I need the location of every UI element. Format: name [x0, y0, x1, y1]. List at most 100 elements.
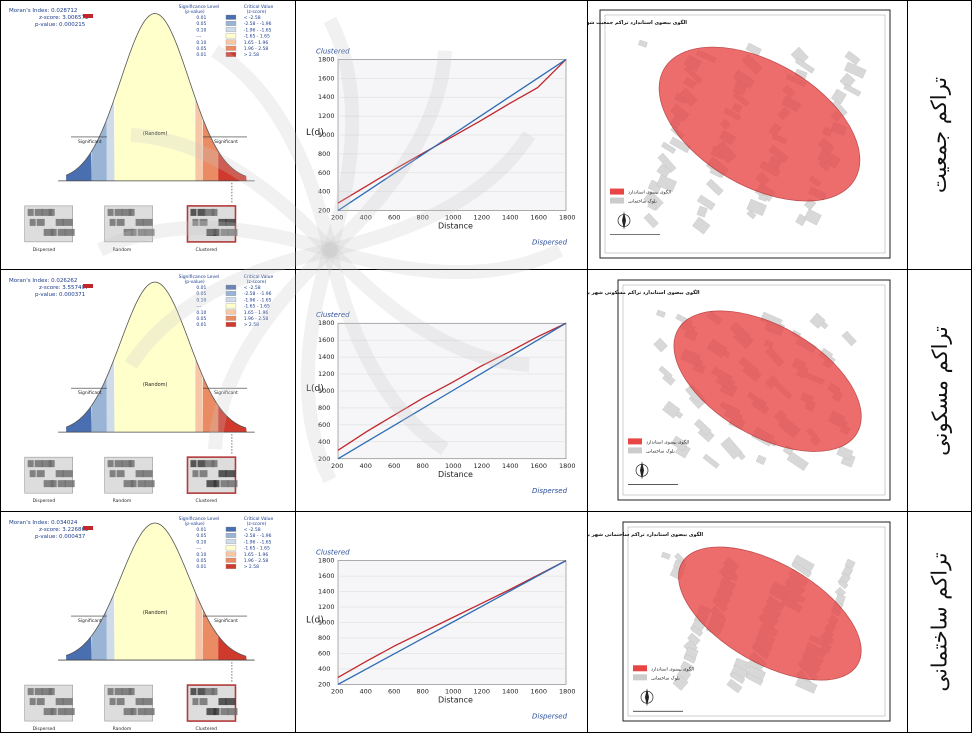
legend-swatch — [225, 284, 237, 290]
thumb-patch — [107, 688, 114, 696]
x-tick: 1200 — [474, 214, 491, 222]
y-tick: 400 — [318, 438, 330, 446]
moran-index: Moran's Index: 0.026262 — [9, 278, 77, 284]
legend-level: 0.01 — [196, 527, 206, 533]
legend-level: 0.01 — [196, 15, 206, 21]
thumb-patch — [190, 208, 197, 216]
curve-band — [202, 376, 219, 433]
map-title: الگوی بیضوی استاندارد تراکم مسکونی شهر ی… — [588, 289, 700, 296]
x-tick: 800 — [417, 214, 429, 222]
y-axis-label: L(d) — [306, 384, 324, 394]
curve-band — [114, 13, 196, 181]
bell-outline — [65, 13, 247, 177]
thumb-patch — [225, 698, 236, 706]
legend-range: 1.96 - 2.58 — [244, 316, 269, 322]
thumb-patch — [62, 218, 73, 226]
y-tick: 1400 — [318, 93, 335, 101]
thumb-patch — [121, 208, 132, 216]
legend-level: --- — [196, 547, 201, 552]
ellipse-map-cell: الگوی بیضوی استاندارد تراکم جمعیت شهر یا… — [588, 0, 908, 270]
thumb-patch — [220, 708, 229, 716]
thumb-patch — [197, 208, 206, 216]
row-label-cell: تراکم ساختمانی — [908, 512, 972, 733]
legend-range: -2.58 - -1.96 — [244, 291, 272, 297]
sig-header: Significance Level — [179, 274, 220, 280]
random-label: (Random) — [143, 131, 168, 137]
significant-right: Significant — [214, 390, 238, 396]
legend-blocks-label: بلوک ساختمانی — [628, 199, 657, 205]
north-arrow-needle — [640, 461, 644, 480]
legend-level: 0.05 — [196, 533, 206, 539]
building-block — [745, 42, 762, 56]
y-tick: 1200 — [318, 603, 335, 611]
thumb-patch — [130, 480, 137, 488]
x-tick: 1200 — [474, 687, 491, 695]
z-score: z-score: 3.006572 — [39, 15, 89, 21]
y-tick: 600 — [318, 649, 330, 657]
thumb-patch — [57, 480, 66, 488]
x-tick: 1600 — [531, 462, 548, 470]
p-value: p-value: 0.000215 — [35, 22, 86, 28]
thumb-patch — [34, 208, 43, 216]
legend-ellipse-label: الگوی بیضوی استاندارد — [628, 189, 671, 196]
thumb-patch — [204, 208, 215, 216]
building-block — [696, 205, 708, 218]
row-label: تراکم مسکونی — [908, 270, 971, 511]
p-header: (p-value) — [185, 9, 205, 15]
legend-level: --- — [196, 305, 201, 310]
legend-swatch — [225, 291, 237, 296]
ripley-chart: 200 400 600 800 1000 1200 1400 1600 1800 200 400 60… — [306, 47, 576, 246]
legend-range: < -2.58 — [244, 285, 261, 291]
x-tick: 1000 — [445, 687, 462, 695]
legend-level: 0.05 — [196, 558, 206, 564]
y-tick: 400 — [318, 665, 330, 673]
y-tick: 1200 — [318, 112, 335, 120]
thumb-patch — [190, 688, 197, 696]
y-tick: 200 — [318, 680, 330, 688]
building-block — [661, 141, 677, 154]
legend-range: -1.65 - 1.65 — [244, 34, 270, 40]
thumb-patch — [144, 228, 155, 236]
row-label: تراکم جمعیت — [908, 0, 971, 269]
thumb-patch — [34, 688, 43, 696]
legend-level: --- — [196, 35, 201, 40]
row-label: تراکم ساختمانی — [908, 512, 971, 732]
ellipse-map-cell: الگوی بیضوی استاندارد تراکم ساختمانی شهر… — [588, 512, 908, 733]
y-tick: 600 — [318, 169, 330, 177]
building-block — [694, 418, 712, 436]
thumb-patch — [142, 470, 153, 478]
thumb-patch — [137, 708, 146, 716]
expected-series-line — [337, 58, 567, 212]
thumb-patch — [192, 698, 199, 706]
x-tick: 1600 — [531, 214, 548, 222]
legend-swatch — [225, 557, 237, 563]
thumb-patch — [48, 460, 55, 468]
thumb-patch — [48, 208, 55, 216]
thumb-label: Clustered — [195, 498, 217, 504]
moran-report-cell: Moran's Index: 0.034024 z-score: 3.226862… — [0, 512, 296, 733]
z-score: z-score: 3.557407 — [39, 285, 89, 291]
thumb-patch — [128, 460, 135, 468]
x-tick: 400 — [360, 687, 372, 695]
legend-range: 1.65 - 1.96 — [244, 310, 269, 316]
standard-deviational-ellipse — [658, 46, 861, 202]
curve-band — [91, 119, 107, 181]
thumb-patch — [128, 208, 135, 216]
thumb-patch — [36, 470, 45, 478]
bell-outline — [65, 522, 247, 657]
building-block — [758, 193, 768, 202]
x-tick: 1400 — [502, 462, 519, 470]
curve-band — [66, 406, 92, 433]
building-block — [656, 174, 677, 192]
y-tick: 600 — [318, 421, 330, 429]
significant-right: Significant — [214, 139, 238, 145]
legend-blocks-swatch — [633, 674, 647, 681]
x-axis-label: Distance — [438, 222, 473, 231]
building-block — [680, 660, 694, 673]
building-block — [836, 445, 854, 460]
legend-ellipse-swatch — [633, 665, 647, 672]
thumb-patch — [144, 480, 155, 488]
y-tick: 1400 — [318, 588, 335, 596]
